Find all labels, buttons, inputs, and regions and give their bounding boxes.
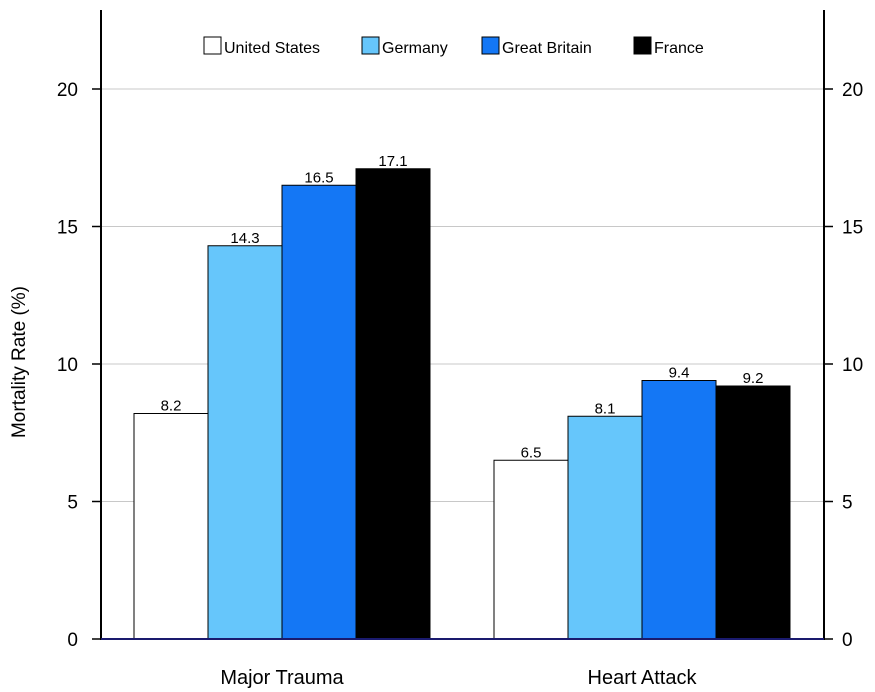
- legend-label-germany: Germany: [382, 40, 448, 57]
- legend-label-great-britain: Great Britain: [502, 40, 592, 57]
- legend-swatch-great-britain: [481, 36, 500, 55]
- y-tick-label-right: 5: [842, 493, 853, 514]
- bars: [133, 168, 791, 640]
- bar-value-label: 9.4: [669, 365, 690, 382]
- bar-great-britain-major-trauma: [281, 184, 357, 640]
- bar-value-label: 16.5: [304, 169, 333, 186]
- category-labels: Major Trauma Heart Attack: [220, 667, 697, 689]
- legend-swatch-germany: [361, 36, 380, 55]
- y-tick-label-right: 20: [842, 80, 863, 101]
- legend-swatch-france: [633, 36, 652, 55]
- bar-value-labels: 8.2 14.3 16.5 17.1 6.5 8.1 9.4 9.2: [161, 153, 764, 462]
- bar-value-label: 8.2: [161, 398, 182, 415]
- y-tick-label-left: 20: [57, 80, 78, 101]
- legend-swatch-united-states: [203, 36, 222, 55]
- bar-value-label: 8.1: [595, 400, 616, 417]
- bar-united-states-heart-attack: [493, 459, 569, 640]
- bar-great-britain-heart-attack: [641, 380, 717, 640]
- bar-france-major-trauma: [355, 168, 431, 640]
- legend-label-france: France: [654, 40, 704, 57]
- bar-france-heart-attack: [715, 385, 791, 640]
- y-axis-title: Mortality Rate (%): [9, 286, 30, 438]
- legend: United States Germany Great Britain France: [203, 36, 704, 57]
- y-tick-label-left: 10: [57, 355, 78, 376]
- bar-united-states-major-trauma: [133, 413, 209, 640]
- category-label-major-trauma: Major Trauma: [220, 667, 344, 689]
- y-tick-label-right: 0: [842, 630, 853, 651]
- bar-germany-heart-attack: [567, 415, 643, 640]
- y-tick-label-left: 0: [67, 630, 78, 651]
- y-tick-label-right: 10: [842, 355, 863, 376]
- y-tick-label-right: 15: [842, 218, 863, 239]
- legend-label-united-states: United States: [224, 40, 320, 57]
- bar-value-label: 6.5: [521, 444, 542, 461]
- y-tick-label-left: 15: [57, 218, 78, 239]
- category-label-heart-attack: Heart Attack: [588, 667, 698, 689]
- bar-value-label: 9.2: [743, 370, 764, 387]
- axis-ticks: 0 0 5 5 10 10 15 15 20 20: [57, 80, 863, 651]
- bar-value-label: 14.3: [230, 230, 259, 247]
- bar-value-label: 17.1: [378, 153, 407, 170]
- axes: [100, 10, 825, 640]
- bar-germany-major-trauma: [207, 245, 283, 640]
- y-tick-label-left: 5: [67, 493, 78, 514]
